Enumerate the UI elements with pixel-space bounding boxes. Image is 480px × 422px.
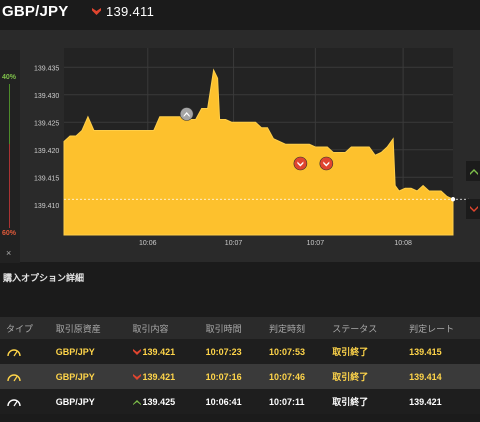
- table-row[interactable]: GBP/JPY 139.421 10:07:23 10:07:53 取引終了 1…: [0, 339, 480, 364]
- row-judge-rate: 139.421: [409, 396, 442, 407]
- row-asset: GBP/JPY: [55, 396, 95, 407]
- chart-panel: 40% 60% × 139.435 139.430 139.425 139.420 13…: [0, 30, 480, 270]
- row-type: [0, 389, 50, 414]
- row-entry-rate: 139.421: [142, 346, 176, 357]
- header: GBP/JPY 139.411: [0, 0, 480, 30]
- up-ratio: 40%: [2, 74, 17, 81]
- ratio-sidebar: 40% 60% ×: [0, 50, 20, 270]
- row-status: 取引終了: [332, 397, 369, 407]
- row-judge-time: 10:07:53: [268, 346, 305, 357]
- row-judge-rate: 139.414: [409, 371, 442, 382]
- y-tick-label: 139.420: [34, 148, 59, 155]
- down-arrow-icon: [132, 349, 141, 356]
- gauge-icon: [7, 399, 21, 407]
- col-asset: 取引原資産: [55, 323, 101, 334]
- down-ratio-bar: [9, 144, 10, 228]
- section-title: 購入オプション詳細: [0, 263, 480, 295]
- options-table: タイプ 取引原資産 取引内容 取引時間 判定時刻 ステータス 判定レート GBP…: [0, 317, 480, 414]
- price-area: [63, 68, 454, 236]
- x-tick-label: 10:07: [225, 240, 243, 247]
- row-status: 取引終了: [332, 372, 369, 382]
- row-entry-rate: 139.421: [142, 371, 176, 382]
- x-tick-label: 10:07: [307, 240, 325, 247]
- price-chart: 139.435 139.430 139.425 139.420 139.415 139.4…: [34, 48, 480, 247]
- col-judge-rate: 判定レート: [409, 323, 455, 334]
- row-time: 10:06:41: [205, 396, 242, 407]
- row-asset: GBP/JPY: [55, 346, 95, 357]
- down-arrow-icon: [132, 374, 141, 381]
- col-status: ステータス: [332, 323, 378, 334]
- table-row[interactable]: GBP/JPY 139.421 10:07:16 10:07:46 取引終了 1…: [0, 364, 480, 389]
- down-marker-icon: [293, 156, 308, 171]
- row-content: 139.421: [127, 339, 200, 364]
- y-tick-label: 139.425: [34, 120, 59, 127]
- up-arrow-icon: [132, 400, 141, 406]
- row-type: [0, 364, 50, 389]
- close-icon[interactable]: ×: [6, 248, 12, 258]
- col-time: 取引時間: [205, 323, 242, 334]
- current-rate-dot: [450, 197, 456, 202]
- row-time: 10:07:16: [205, 371, 242, 382]
- y-tick-label: 139.410: [34, 203, 59, 210]
- y-tick-label: 139.435: [34, 65, 59, 72]
- current-rate: 139.411: [106, 4, 155, 19]
- gauge-icon: [7, 374, 21, 382]
- y-tick-label: 139.415: [34, 175, 59, 182]
- down-arrow-icon: [92, 8, 101, 15]
- row-status: 取引終了: [332, 347, 369, 357]
- down-marker-icon: [319, 156, 334, 171]
- col-content: 取引内容: [132, 323, 169, 334]
- x-tick-label: 10:06: [139, 240, 157, 247]
- up-ratio-bar: [9, 84, 10, 144]
- up-arrow-icon: [466, 161, 480, 181]
- col-type: タイプ: [6, 323, 34, 334]
- col-judge-time: 判定時刻: [268, 323, 305, 334]
- down-ratio: 60%: [2, 230, 17, 237]
- row-asset: GBP/JPY: [55, 371, 95, 382]
- row-judge-rate: 139.415: [409, 346, 442, 357]
- table-row[interactable]: GBP/JPY 139.425 10:06:41 10:07:11 取引終了 1…: [0, 389, 480, 414]
- row-entry-rate: 139.425: [142, 396, 176, 407]
- pair-title: GBP/JPY: [2, 3, 69, 20]
- row-content: 139.425: [127, 389, 200, 414]
- table-header-row: タイプ 取引原資産 取引内容 取引時間 判定時刻 ステータス 判定レート: [0, 317, 480, 339]
- y-tick-label: 139.430: [34, 93, 59, 100]
- row-judge-time: 10:07:11: [268, 396, 305, 407]
- row-content: 139.421: [127, 364, 200, 389]
- up-marker-icon: [179, 107, 194, 121]
- down-arrow-icon: [466, 199, 480, 219]
- gauge-icon: [7, 349, 21, 357]
- row-type: [0, 339, 50, 364]
- row-judge-time: 10:07:46: [268, 371, 305, 382]
- x-tick-label: 10:08: [394, 240, 412, 247]
- row-time: 10:07:23: [205, 346, 242, 357]
